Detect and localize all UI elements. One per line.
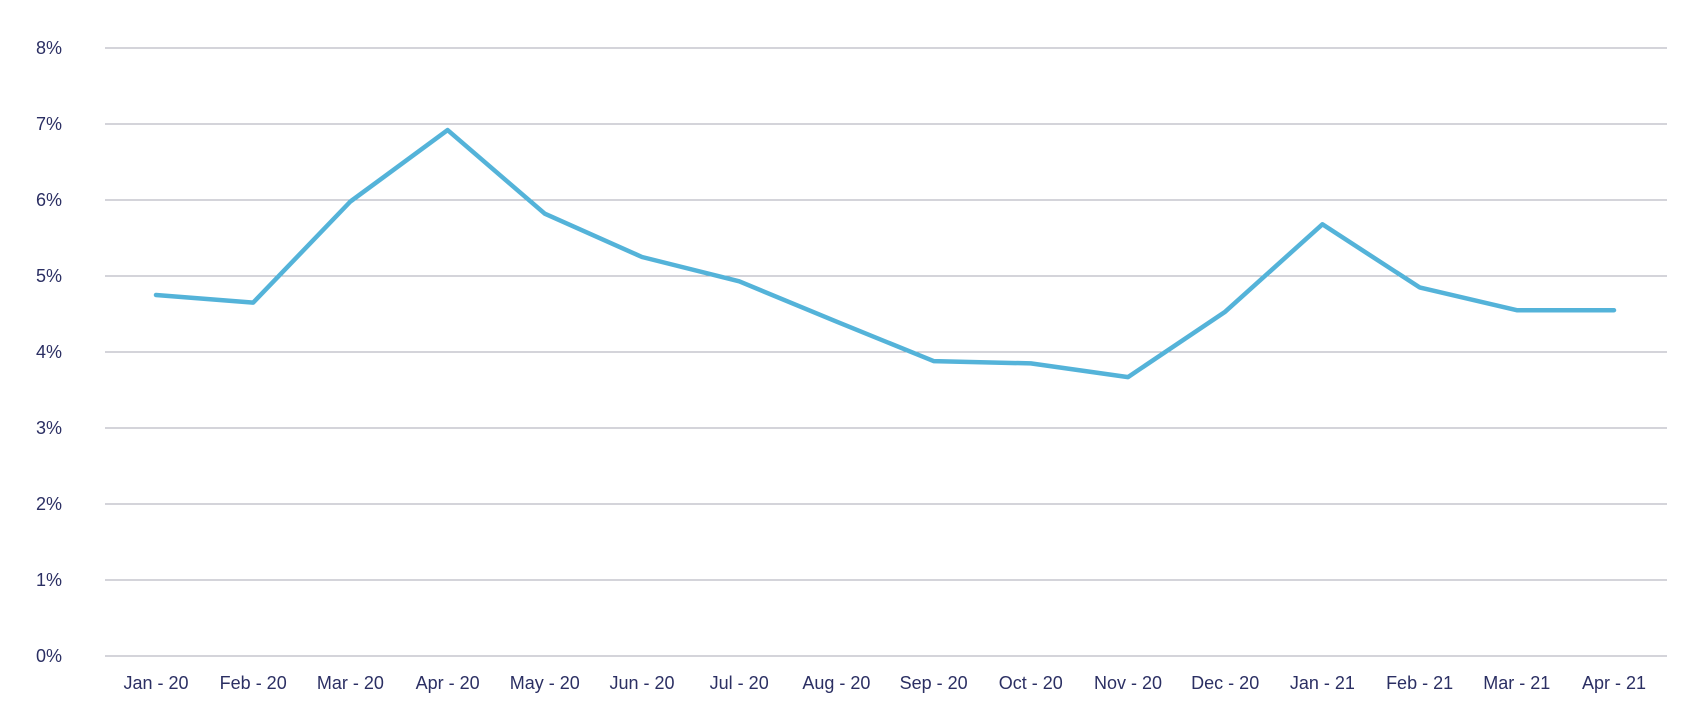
series-line (153, 127, 1617, 380)
x-tick-label: Jan - 21 (1290, 673, 1355, 693)
x-tick-label: Sep - 20 (900, 673, 968, 693)
y-axis-tick-labels: 0% 1% 2% 3% 4% 5% 6% 7% 8% (36, 38, 62, 666)
x-tick-label: Jul - 20 (710, 673, 769, 693)
y-tick-label: 6% (36, 190, 62, 210)
y-tick-label: 7% (36, 114, 62, 134)
x-tick-label: Jun - 20 (609, 673, 674, 693)
x-tick-label: Feb - 20 (220, 673, 287, 693)
x-tick-label: Nov - 20 (1094, 673, 1162, 693)
x-tick-label: Jan - 20 (123, 673, 188, 693)
x-tick-label: Dec - 20 (1191, 673, 1259, 693)
grid-lines (105, 47, 1667, 657)
x-tick-label: Aug - 20 (802, 673, 870, 693)
y-tick-label: 2% (36, 494, 62, 514)
x-tick-label: Mar - 21 (1483, 673, 1550, 693)
y-tick-label: 0% (36, 646, 62, 666)
x-tick-label: Feb - 21 (1386, 673, 1453, 693)
x-tick-label: Apr - 20 (416, 673, 480, 693)
series-group (153, 127, 1617, 380)
y-tick-label: 8% (36, 38, 62, 58)
x-tick-label: Mar - 20 (317, 673, 384, 693)
y-tick-label: 4% (36, 342, 62, 362)
y-tick-label: 3% (36, 418, 62, 438)
x-axis-tick-labels: Jan - 20 Feb - 20 Mar - 20 Apr - 20 May - 20… (123, 673, 1646, 693)
x-tick-label: Oct - 20 (999, 673, 1063, 693)
y-tick-label: 1% (36, 570, 62, 590)
x-tick-label: Apr - 21 (1582, 673, 1646, 693)
y-tick-label: 5% (36, 266, 62, 286)
x-tick-label: May - 20 (510, 673, 580, 693)
